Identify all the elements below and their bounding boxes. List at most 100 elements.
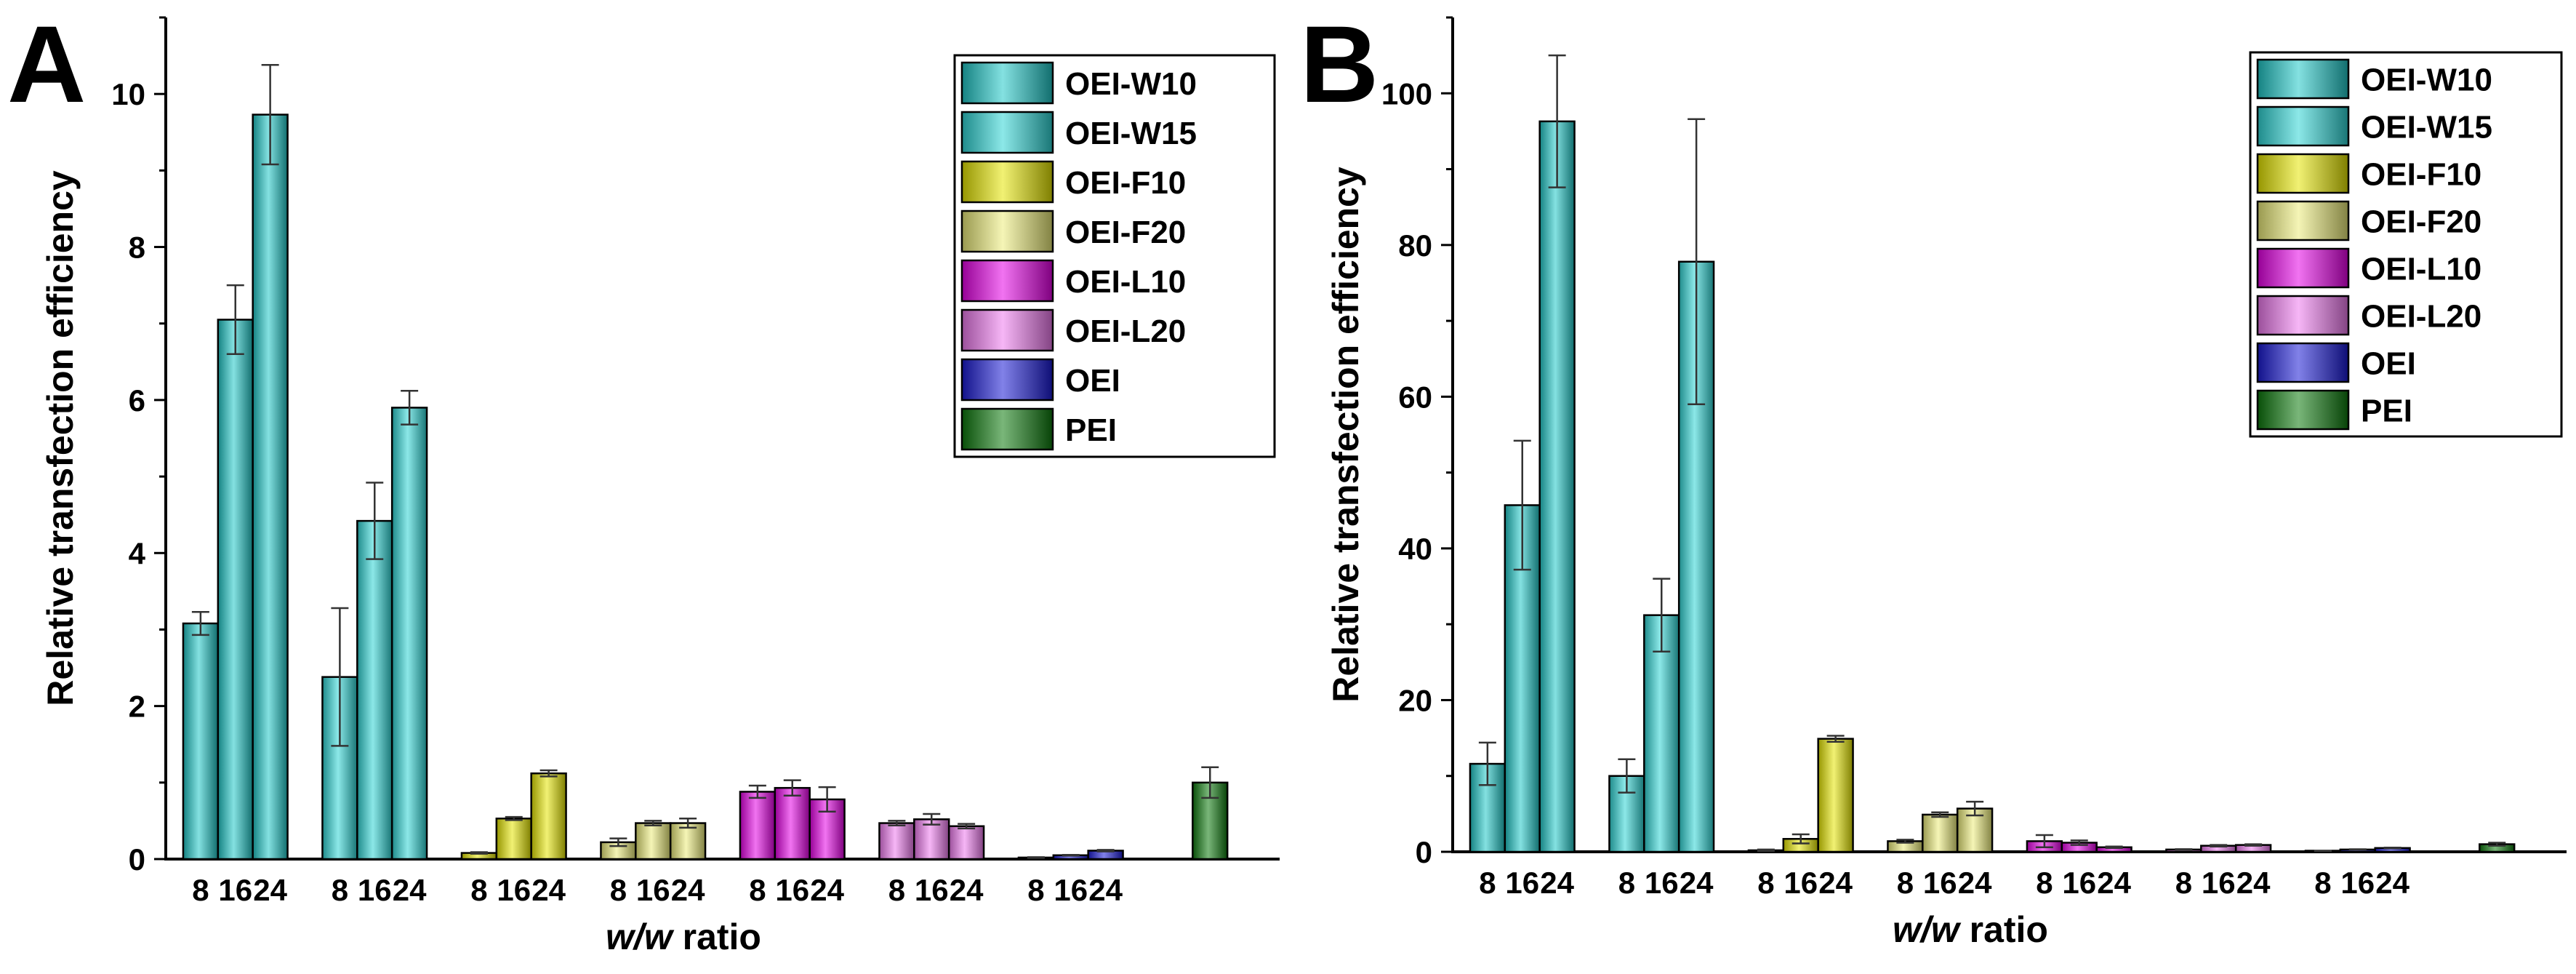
ratio-tick-label: 16 (218, 873, 252, 907)
ratio-tick-label: 8 (749, 873, 766, 907)
legend-label: OEI-W15 (2361, 110, 2492, 145)
ratio-tick-label: 8 (332, 873, 348, 907)
legend-label: OEI-F10 (2361, 157, 2481, 193)
ratio-tick-label: 16 (358, 873, 392, 907)
y-tick-label: 6 (129, 383, 145, 418)
y-tick-label: 80 (1398, 228, 1432, 263)
legend-label: OEI-W10 (2361, 63, 2492, 98)
bar-oei-l20-24 (947, 825, 985, 861)
legend-label: OEI (1065, 363, 1120, 399)
ratio-tick-label: 8 (610, 873, 627, 907)
ratio-tick-label: 24 (2236, 866, 2271, 900)
legend-swatch-oei-l20 (2256, 295, 2350, 336)
legend-label: OEI-L10 (1065, 264, 1186, 300)
bar-oei-f10-24 (530, 772, 567, 861)
y-tick-label: 10 (111, 77, 145, 111)
panel-letter: A (7, 3, 86, 125)
y-tick-label: 0 (129, 842, 145, 877)
legend-swatch-oei-w15 (2256, 105, 2350, 147)
legend-swatch-oei-l10 (960, 259, 1054, 303)
y-tick-label: 4 (129, 536, 146, 570)
legend-swatch-oei-w15 (960, 111, 1054, 154)
legend-swatch-oei-f20 (960, 209, 1054, 253)
ratio-tick-label: 8 (888, 873, 905, 907)
ratio-tick-label: 24 (1088, 873, 1123, 907)
legend-swatch-oei-l10 (2256, 247, 2350, 289)
y-tick-label: 0 (1416, 835, 1432, 869)
ratio-tick-label: 16 (2340, 866, 2375, 900)
ratio-tick-label: 16 (1645, 866, 1679, 900)
legend-label: OEI (2361, 346, 2416, 382)
bar-oei-f20-16 (635, 822, 672, 861)
bar-oei-w10-16 (217, 319, 254, 861)
legend-label: OEI-L20 (1065, 314, 1186, 349)
panel-letter: B (1300, 3, 1379, 125)
panel-b: B 0 20 40 60 80 100 Relative transfection effic… (1300, 3, 2567, 950)
bar-oei-w10-8 (182, 622, 220, 861)
y-tick-label: 100 (1381, 76, 1432, 111)
y-tick-label: 20 (1398, 683, 1432, 717)
y-tick-label: 8 (129, 231, 145, 265)
ratio-tick-label: 24 (1680, 866, 1714, 900)
ratio-tick-label: 16 (2062, 866, 2096, 900)
legend-swatch-pei (960, 407, 1054, 451)
ratio-tick-label: 24 (2375, 866, 2410, 900)
ratio-tick-label: 16 (2202, 866, 2236, 900)
legend-swatch-oei (960, 358, 1054, 402)
ratio-tick-label: 24 (950, 873, 984, 907)
legend-label: OEI-F10 (1065, 165, 1186, 201)
legend-swatch-oei-f20 (2256, 200, 2350, 241)
ratio-tick-label: 24 (1540, 866, 1574, 900)
legend-label: OEI-W10 (1065, 66, 1197, 102)
bar-oei-f10-24 (1817, 738, 1854, 853)
bar-oei-w10-24 (1538, 120, 1576, 853)
ratio-tick-label: 8 (1897, 866, 1914, 900)
bar-oei-w15-16 (356, 519, 393, 861)
ratio-tick-label: 24 (1958, 866, 1992, 900)
bar-oei-l10-8 (739, 791, 777, 861)
legend-label: OEI-L20 (2361, 299, 2481, 335)
ratio-tick-label: 16 (1505, 866, 1539, 900)
bar-oei-f10-16 (495, 818, 532, 861)
legend-label: OEI-F20 (2361, 204, 2481, 240)
y-axis-title: Relative transfection efficiency (1325, 167, 1366, 703)
ratio-tick-label: 16 (1783, 866, 1818, 900)
x-axis-title: w/w ratio (1893, 909, 2048, 950)
ratio-tick-label: 8 (1479, 866, 1496, 900)
ratio-tick-label: 8 (2175, 866, 2192, 900)
ratio-tick-label: 8 (192, 873, 209, 907)
ratio-tick-label: 8 (2314, 866, 2331, 900)
bar-oei-w15-24 (390, 407, 428, 861)
ratio-tick-label: 24 (671, 873, 705, 907)
bar-oei-l10-24 (808, 798, 846, 861)
ratio-tick-label: 24 (393, 873, 427, 907)
legend-swatch-oei-l20 (960, 308, 1054, 352)
ratio-tick-label: 8 (470, 873, 487, 907)
ratio-tick-label: 16 (915, 873, 949, 907)
bar-oei-w10-24 (252, 113, 289, 861)
ratio-tick-label: 16 (1923, 866, 1957, 900)
ratio-tick-label: 24 (810, 873, 844, 907)
legend-swatch-oei-f10 (960, 160, 1054, 204)
legend-swatch-oei-w10 (2256, 58, 2350, 100)
ratio-tick-label: 16 (636, 873, 670, 907)
legend-swatch-oei-f10 (2256, 153, 2350, 194)
ratio-tick-label: 8 (2036, 866, 2053, 900)
ratio-tick-label: 24 (1818, 866, 1853, 900)
legend-label: OEI-L10 (2361, 252, 2481, 287)
ratio-tick-label: 16 (497, 873, 531, 907)
y-tick-label: 2 (129, 690, 145, 724)
legend-label: OEI-F20 (1065, 215, 1186, 250)
ratio-tick-label: 24 (2097, 866, 2131, 900)
y-tick-label: 60 (1398, 380, 1432, 414)
ratio-tick-label: 16 (1054, 873, 1088, 907)
legend-label: OEI-W15 (1065, 116, 1197, 151)
x-axis-title: w/w ratio (606, 917, 761, 957)
bar-oei-f20-16 (1922, 813, 1959, 853)
bar-oei-l20-8 (878, 822, 915, 861)
legend-label: PEI (2361, 394, 2412, 429)
ratio-tick-label: 16 (775, 873, 809, 907)
legend-swatch-pei (2256, 389, 2350, 431)
legend-label: PEI (1065, 412, 1117, 448)
